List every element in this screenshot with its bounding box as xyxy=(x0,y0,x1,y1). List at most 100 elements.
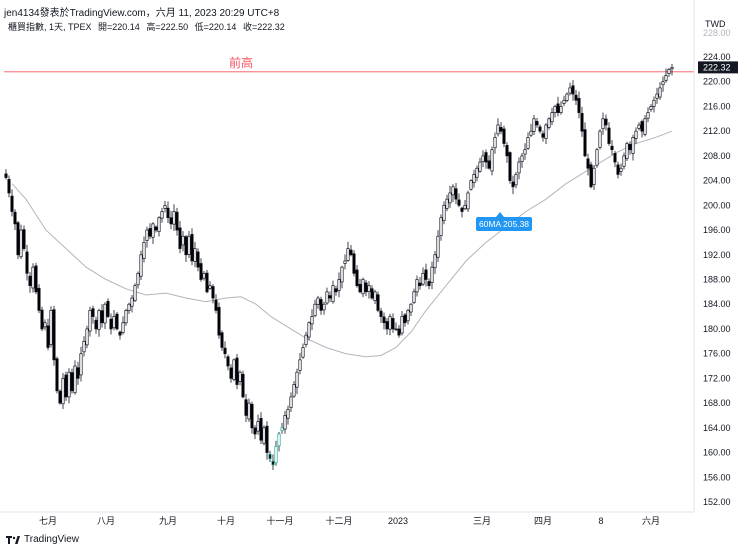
candle xyxy=(460,206,464,218)
candle xyxy=(28,272,32,293)
candle xyxy=(586,153,590,176)
candle xyxy=(505,142,509,163)
candle-body xyxy=(49,310,53,345)
candle xyxy=(535,117,539,128)
candle xyxy=(529,123,533,138)
candle xyxy=(595,147,599,168)
candle xyxy=(307,321,311,341)
candle-body xyxy=(142,242,146,259)
candle-body xyxy=(442,204,446,222)
candle xyxy=(343,254,347,270)
candle xyxy=(283,410,287,434)
candle xyxy=(157,216,161,237)
candle xyxy=(115,311,119,331)
candle xyxy=(574,89,578,106)
candle xyxy=(241,370,245,399)
low-value: 低=220.14 xyxy=(194,22,237,32)
x-tick-label: 2023 xyxy=(388,516,408,526)
candle xyxy=(526,132,530,150)
candle-body xyxy=(577,98,581,113)
open-value: 開=220.14 xyxy=(98,22,140,32)
candle xyxy=(328,291,332,303)
candle xyxy=(568,82,572,96)
candle-body xyxy=(67,371,71,398)
symbol-label: 櫃買指數, 1天, TPEX xyxy=(8,22,92,32)
candle-body xyxy=(40,309,44,330)
candle xyxy=(151,222,155,244)
candle-body xyxy=(352,253,356,274)
candle-body xyxy=(478,161,482,172)
candle xyxy=(280,422,284,434)
candle xyxy=(550,107,554,126)
candle xyxy=(7,175,11,198)
candle xyxy=(478,157,482,173)
candle-body xyxy=(433,254,437,269)
candle-body xyxy=(214,299,218,311)
candle-body xyxy=(496,124,500,135)
candle xyxy=(541,130,545,142)
candle xyxy=(184,234,188,263)
y-tick-label: 168.00 xyxy=(703,398,731,408)
candle-body xyxy=(340,266,344,283)
candle xyxy=(97,308,101,337)
candle xyxy=(205,269,209,294)
candle-body xyxy=(562,99,566,104)
candle xyxy=(259,412,263,444)
candle-body xyxy=(355,269,359,287)
candle xyxy=(340,265,344,289)
candle-body xyxy=(580,113,584,132)
candle-body xyxy=(613,153,617,163)
ma-line xyxy=(11,130,673,358)
candle-body xyxy=(511,181,515,188)
candle xyxy=(511,175,515,195)
candle-body xyxy=(265,425,269,453)
candle xyxy=(532,114,536,135)
candle-body xyxy=(301,347,305,358)
candle xyxy=(391,313,395,333)
candle-body xyxy=(247,402,251,420)
candle-body xyxy=(457,199,461,206)
candle-body xyxy=(373,291,377,302)
candle-body xyxy=(31,266,35,289)
candle xyxy=(652,96,656,113)
candle-body xyxy=(193,248,197,262)
candle-body xyxy=(664,75,668,81)
candle xyxy=(10,189,14,217)
candle xyxy=(289,392,293,412)
candle-body xyxy=(43,322,47,328)
y-tick-label: 152.00 xyxy=(703,497,731,507)
candle xyxy=(106,298,110,318)
candle xyxy=(64,371,68,401)
candle-body xyxy=(313,303,317,317)
x-tick-label: 四月 xyxy=(534,516,552,526)
candle-body xyxy=(523,149,527,155)
candle xyxy=(4,169,8,180)
candle xyxy=(553,104,557,118)
candle-body xyxy=(514,174,518,186)
candle-body xyxy=(445,198,449,209)
candle-body xyxy=(376,294,380,311)
time-axis[interactable]: 七月 八月 九月 十月 十一月 十二月 2023 三月 四月 8 六月 xyxy=(0,511,694,526)
candle xyxy=(238,370,242,386)
candle xyxy=(664,68,668,83)
candle xyxy=(559,101,563,115)
candle xyxy=(268,450,272,462)
candle xyxy=(517,157,521,180)
candle xyxy=(616,161,620,179)
candle xyxy=(508,151,512,184)
candle xyxy=(445,194,449,212)
x-tick-label: 十二月 xyxy=(325,515,352,526)
candle xyxy=(76,361,80,385)
high-value: 高=222.50 xyxy=(146,22,189,32)
candle-body xyxy=(175,211,179,231)
candle xyxy=(79,346,83,382)
candle-body xyxy=(541,133,545,138)
candle-body xyxy=(307,322,311,338)
candle xyxy=(352,250,356,277)
candle xyxy=(406,308,410,325)
candle xyxy=(73,360,77,395)
candle-body xyxy=(328,295,332,299)
y-tick-label: 204.00 xyxy=(703,176,731,186)
